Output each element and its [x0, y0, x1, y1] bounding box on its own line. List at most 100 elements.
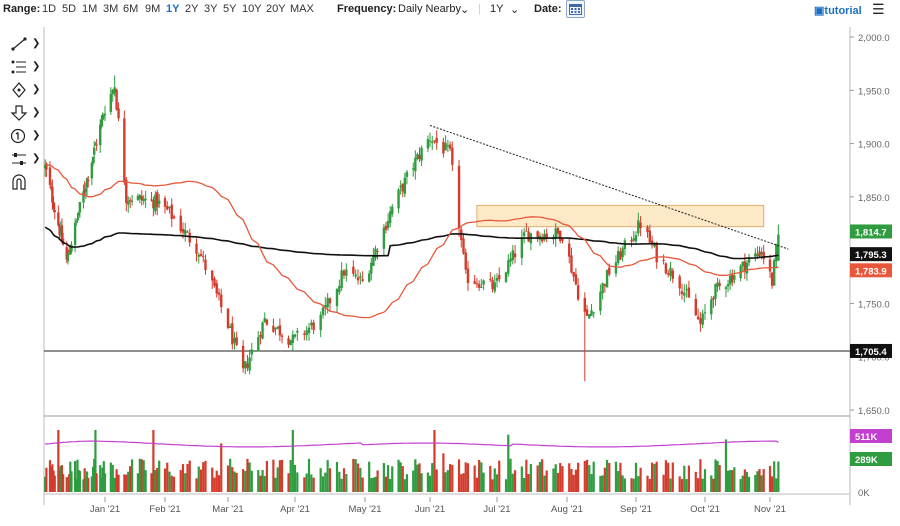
volume-bar — [634, 462, 638, 492]
candle-body — [138, 195, 142, 199]
candle-body — [747, 258, 751, 263]
frequency-select[interactable]: Daily Nearby — [398, 3, 461, 15]
range-max-button[interactable]: MAX — [290, 3, 314, 15]
candle-body — [73, 222, 77, 245]
range-3m-button[interactable]: 3M — [103, 3, 119, 15]
volume-bar — [491, 479, 494, 492]
range-6m-button[interactable]: 6M — [123, 3, 139, 15]
candle-body — [444, 143, 447, 151]
candle-body — [231, 323, 234, 345]
candle-body — [462, 238, 465, 254]
frequency-chevron-icon[interactable]: ⌄ — [460, 4, 470, 16]
volume-bar — [527, 474, 530, 492]
candle-body — [637, 220, 640, 234]
candle-body — [367, 273, 371, 282]
volume-bar — [726, 470, 730, 492]
volume-bar — [605, 460, 609, 492]
tutorial-link[interactable]: ▣tutorial — [814, 5, 862, 17]
volume-bar — [48, 460, 52, 492]
candle-body — [228, 326, 232, 328]
volume-bar — [729, 470, 732, 492]
volume-bar — [326, 460, 329, 492]
move-tool[interactable]: ❯ — [10, 82, 40, 100]
volume-bar — [619, 462, 622, 492]
candle-body — [414, 157, 417, 172]
candle-body — [60, 225, 64, 241]
candle-body — [202, 256, 205, 258]
volume-bar — [401, 466, 404, 492]
volume-bar — [324, 472, 327, 492]
range-10y-button[interactable]: 10Y — [242, 3, 262, 15]
volume-bar — [418, 463, 421, 492]
period-chevron-icon[interactable]: ⌄ — [510, 4, 520, 16]
volume-bar — [760, 475, 763, 492]
volume-bar — [69, 461, 72, 492]
candle-body — [426, 139, 430, 149]
volume-bar — [653, 463, 656, 492]
line-tool[interactable]: ❯ — [10, 36, 40, 54]
volume-bar — [743, 469, 746, 492]
volume-bar — [62, 474, 65, 492]
volume-bar — [296, 472, 299, 492]
volume-bar — [156, 467, 159, 492]
volume-bar — [632, 478, 635, 492]
fibonacci-tool[interactable]: ❯ — [10, 59, 40, 77]
volume-bar — [513, 470, 517, 492]
range-1m-button[interactable]: 1M — [82, 3, 98, 15]
volume-bar — [678, 476, 681, 492]
candle-body — [614, 262, 618, 274]
number-marker-tool[interactable]: ❯ — [10, 128, 40, 146]
volume-bar — [130, 459, 134, 492]
candle-body — [259, 334, 262, 338]
volume-last-label: 289K — [850, 452, 892, 466]
candle-body — [442, 141, 445, 154]
arrow-tool[interactable]: ❯ — [10, 105, 40, 123]
volume-bar — [405, 474, 409, 492]
range-1d-button[interactable]: 1D — [42, 3, 57, 15]
calendar-icon[interactable] — [566, 0, 585, 18]
volume-bar — [101, 467, 104, 492]
fibonacci-tool-icon — [11, 60, 26, 74]
volume-bar — [431, 463, 434, 492]
candle-body — [186, 231, 189, 233]
candle-body — [662, 259, 665, 262]
range-5d-button[interactable]: 5D — [62, 3, 77, 15]
volume-bar — [574, 469, 578, 492]
magnet-tool[interactable] — [10, 174, 40, 192]
volume-bar — [278, 460, 281, 492]
volume-bar — [701, 478, 704, 492]
volume-bar — [745, 471, 749, 492]
measure-tool[interactable]: ❯ — [10, 151, 40, 169]
volume-bar — [170, 475, 173, 492]
range-20y-button[interactable]: 20Y — [266, 3, 286, 15]
volume-bar — [703, 469, 707, 492]
volume-bar — [442, 453, 445, 492]
volume-bar — [215, 470, 218, 492]
volume-bar — [272, 459, 275, 492]
candle-body — [293, 334, 297, 337]
volume-bar — [777, 461, 780, 492]
range-5y-button[interactable]: 5Y — [223, 3, 237, 15]
volume-bar — [511, 473, 514, 492]
menu-icon[interactable]: ☰ — [872, 1, 885, 17]
period-select[interactable]: 1Y — [490, 3, 504, 15]
candle-body — [354, 274, 357, 277]
range-1y-button[interactable]: 1Y — [166, 3, 180, 15]
volume-bar — [509, 458, 512, 492]
candle-body — [601, 283, 604, 294]
range-9m-button[interactable]: 9M — [145, 3, 161, 15]
volume-bar — [376, 470, 379, 492]
candle-body — [536, 231, 539, 238]
candle-body — [87, 179, 90, 181]
range-2y-button[interactable]: 2Y — [185, 3, 199, 15]
candle-body — [433, 140, 436, 142]
tool-expand-icon: ❯ — [32, 130, 41, 141]
candle-body — [272, 325, 275, 332]
candle-body — [250, 349, 253, 355]
number-marker-icon — [10, 128, 26, 144]
volume-bar — [235, 472, 238, 492]
tool-expand-icon: ❯ — [32, 38, 41, 49]
move-tool-icon — [12, 82, 26, 98]
volume-bar — [53, 475, 56, 492]
range-3y-button[interactable]: 3Y — [204, 3, 218, 15]
